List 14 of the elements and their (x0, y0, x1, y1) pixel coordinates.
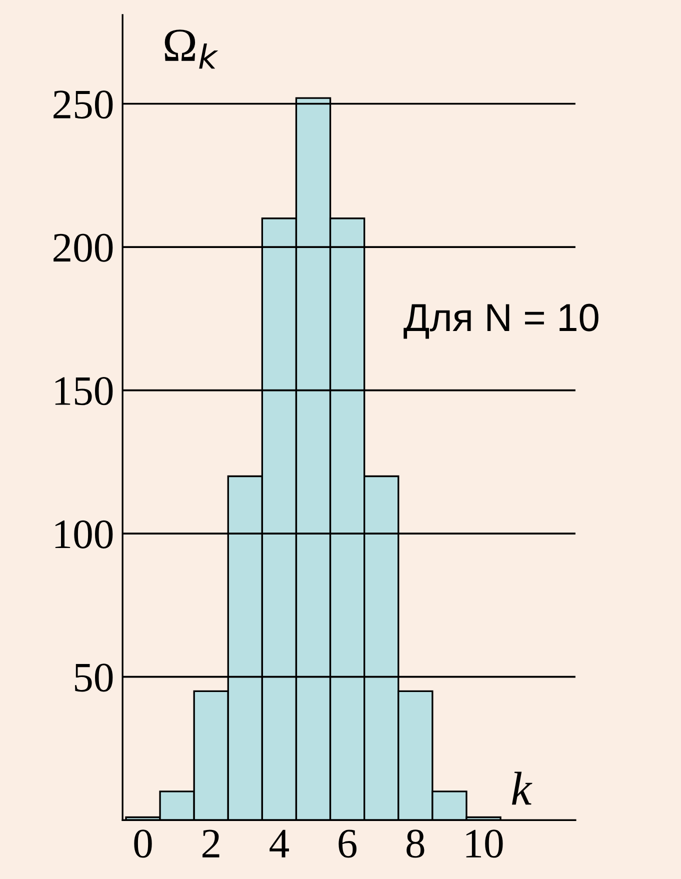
y-tick-label: 100 (55, 520, 113, 548)
y-axis-title: Ω$_{k}$ (164, 30, 218, 69)
annotation: Для N = 10 (404, 304, 598, 339)
x-tick-label: 10 (466, 830, 503, 858)
y-tick-label: 200 (54, 234, 113, 262)
x-tick-label: 2 (202, 830, 220, 858)
x-tick-label: 4 (270, 830, 289, 858)
x-axis-title: k (512, 772, 532, 805)
y-tick-label: 250 (54, 90, 113, 119)
y-tick-label: 150 (55, 377, 113, 406)
x-tick-label: 6 (338, 830, 356, 858)
y-tick-label: 50 (75, 664, 113, 692)
x-tick-label: 0 (134, 830, 152, 858)
x-tick-label: 8 (406, 830, 424, 858)
